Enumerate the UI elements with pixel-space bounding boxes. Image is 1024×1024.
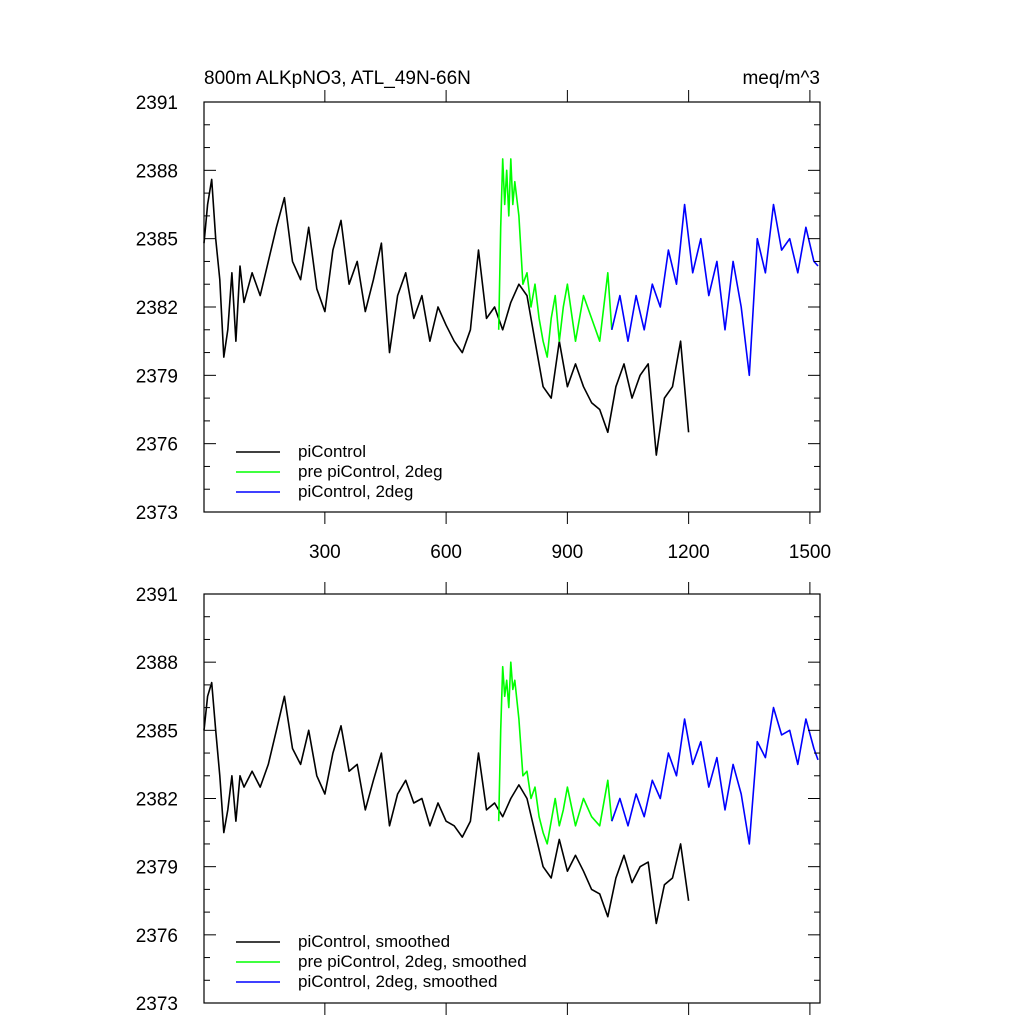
y-tick-label: 2388 [136, 653, 178, 674]
y-tick-label: 2385 [136, 721, 178, 742]
bottom-panel: 2373 2376 2379 2382 2385 2388 2391 piCon… [136, 582, 821, 1015]
legend-entry: piControl [298, 442, 366, 461]
legend-entry: pre piControl, 2deg, smoothed [298, 952, 527, 971]
legend: piControl, smoothed pre piControl, 2deg,… [236, 932, 527, 991]
series-line [611, 203, 819, 377]
y-tick-label: 2391 [136, 585, 178, 606]
legend-entry: piControl, 2deg, smoothed [298, 972, 497, 991]
units-label: meq/m^3 [742, 68, 820, 89]
legend: piControl pre piControl, 2deg piControl,… [236, 442, 443, 501]
x-tick-label: 1500 [789, 542, 831, 563]
top-panel: 800m ALKpNO3, ATL_49N-66N meq/m^3 2373 2… [136, 68, 831, 563]
y-tick-label: 2376 [136, 926, 178, 947]
y-tick-labels: 2373 2376 2379 2382 2385 2388 2391 [136, 585, 178, 1015]
y-tick-label: 2382 [136, 790, 178, 811]
legend-entry: piControl, smoothed [298, 932, 450, 951]
series-line [497, 661, 613, 845]
ticks-layer [204, 90, 820, 524]
y-tick-label: 2373 [136, 503, 178, 524]
legend-entry: pre piControl, 2deg [298, 462, 443, 481]
y-tick-label: 2385 [136, 230, 178, 251]
x-tick-label: 900 [552, 542, 584, 563]
y-tick-label: 2376 [136, 435, 178, 456]
series-line [203, 681, 690, 925]
x-tick-label: 1200 [667, 542, 709, 563]
x-tick-label: 300 [309, 542, 341, 563]
legend-entry: piControl, 2deg [298, 482, 413, 501]
y-tick-label: 2379 [136, 366, 178, 387]
series-line [611, 706, 819, 845]
series-layer [203, 158, 819, 456]
y-tick-labels: 2373 2376 2379 2382 2385 2388 2391 [136, 93, 178, 524]
series-layer [203, 661, 819, 925]
series-line [203, 178, 690, 456]
ticks-layer [204, 582, 820, 1015]
panel-title: 800m ALKpNO3, ATL_49N-66N [204, 68, 471, 89]
y-tick-label: 2391 [136, 93, 178, 114]
y-tick-label: 2379 [136, 858, 178, 879]
series-line [497, 158, 613, 358]
x-tick-label: 600 [430, 542, 462, 563]
y-tick-label: 2382 [136, 298, 178, 319]
y-tick-label: 2373 [136, 994, 178, 1015]
x-tick-labels: 300 600 900 1200 1500 [309, 542, 831, 563]
y-tick-label: 2388 [136, 161, 178, 182]
